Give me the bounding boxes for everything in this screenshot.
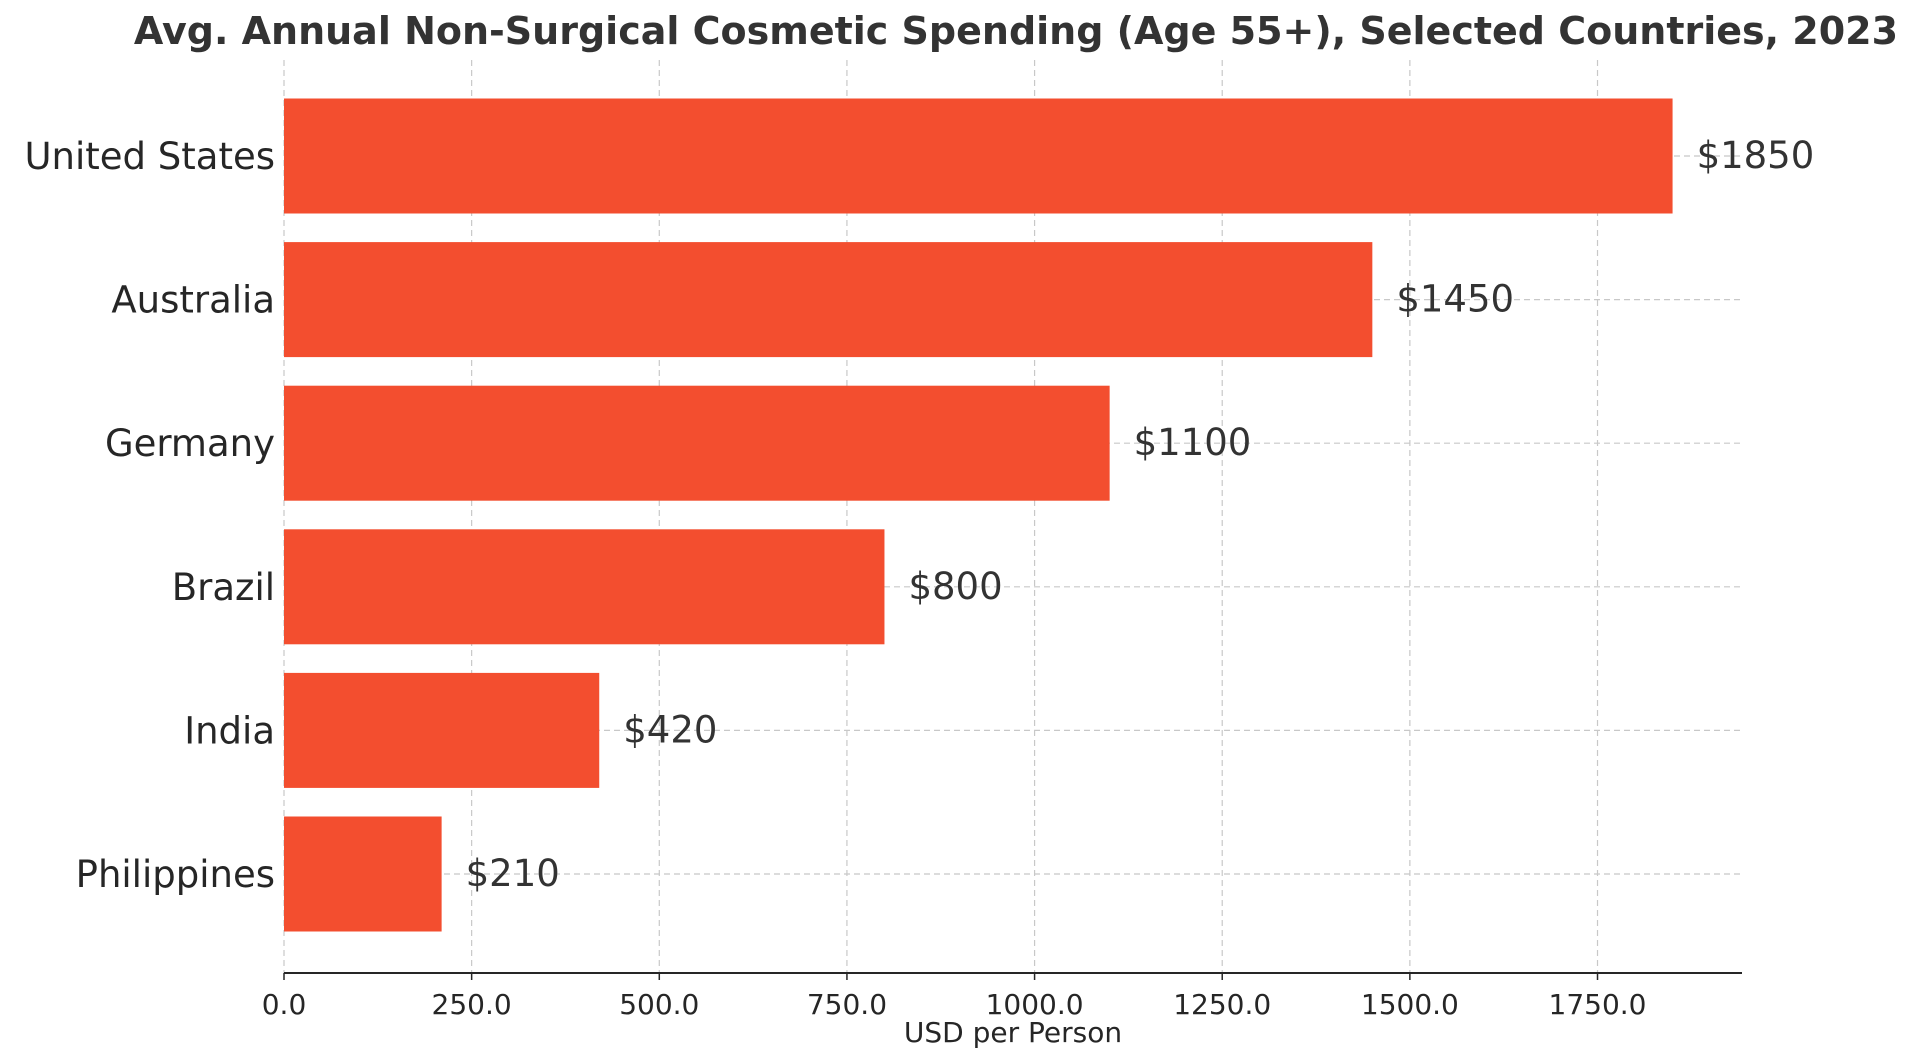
bar-united-states: [284, 98, 1673, 214]
chart-title: Avg. Annual Non-Surgical Cosmetic Spendi…: [134, 9, 1898, 53]
value-labels: $1850 $1450 $1100 $800 $420 $210: [466, 134, 1815, 895]
value-label: $420: [623, 708, 717, 751]
x-tick-label: 1250.0: [1173, 988, 1271, 1021]
x-tick-label: 750.0: [807, 988, 887, 1021]
x-tick-label: 1000.0: [986, 988, 1084, 1021]
x-axis-title: USD per Person: [904, 1016, 1122, 1049]
category-label: United States: [24, 135, 275, 178]
x-tick-label: 500.0: [619, 988, 699, 1021]
x-tick-label: 0.0: [262, 988, 307, 1021]
category-label: Australia: [111, 279, 275, 322]
value-label: $1450: [1396, 278, 1514, 321]
bar-germany: [284, 385, 1110, 501]
x-tick-label: 1500.0: [1361, 988, 1459, 1021]
x-axis-ticks: 0.0 250.0 500.0 750.0 1000.0 1250.0 1500.0 1750…: [262, 973, 1647, 1021]
value-label: $210: [466, 852, 560, 895]
category-label: India: [184, 709, 275, 752]
bar-australia: [284, 242, 1373, 358]
value-label: $800: [908, 565, 1002, 608]
value-label: $1100: [1134, 421, 1252, 464]
category-label: Brazil: [172, 566, 275, 609]
x-tick-label: 250.0: [432, 988, 512, 1021]
bar-india: [284, 672, 600, 788]
category-label: Germany: [105, 422, 275, 465]
value-label: $1850: [1697, 134, 1815, 177]
bars: [284, 98, 1673, 932]
bar-philippines: [284, 816, 442, 932]
bar-brazil: [284, 529, 885, 645]
category-label: Philippines: [76, 853, 275, 896]
x-tick-label: 1750.0: [1549, 988, 1647, 1021]
category-labels: United States Australia Germany Brazil India…: [24, 135, 275, 896]
